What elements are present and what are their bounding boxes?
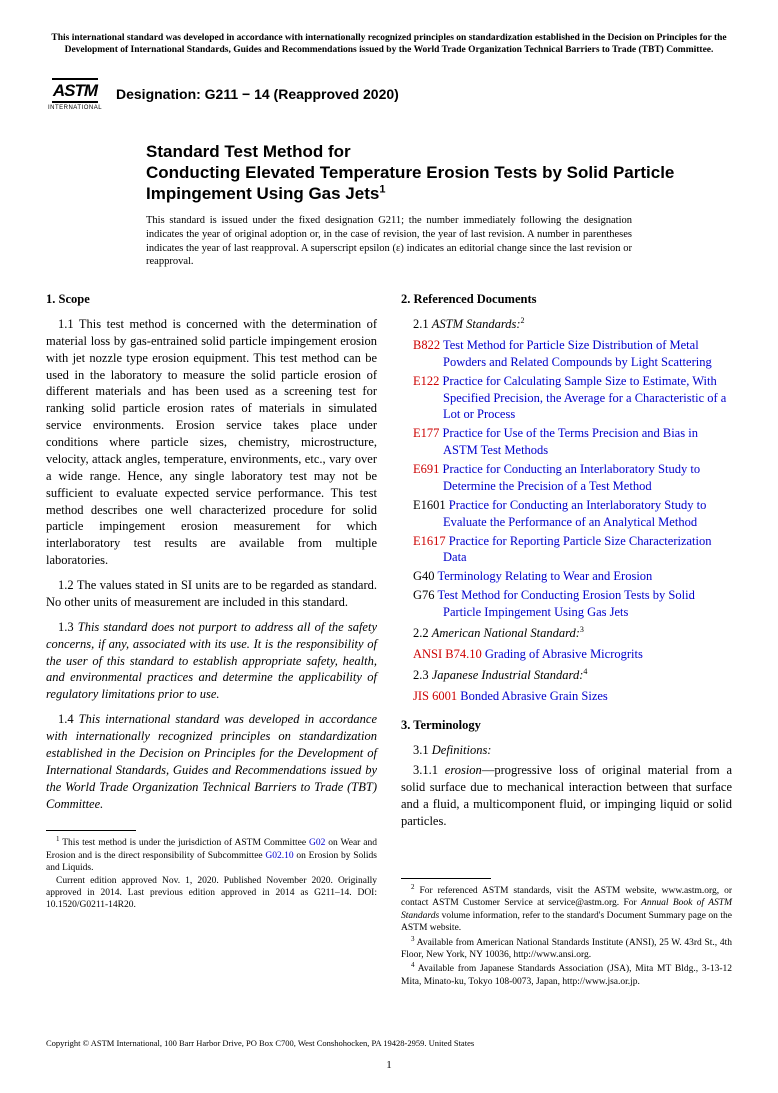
scope-p1: 1.1 This test method is concerned with t… xyxy=(46,316,377,569)
footnote-link-g02[interactable]: G02 xyxy=(309,839,325,849)
footnote-4: 4 Available from Japanese Standards Asso… xyxy=(401,961,732,988)
document-title: Standard Test Method for Conducting Elev… xyxy=(146,141,692,205)
ref-item: B822 Test Method for Particle Size Distr… xyxy=(401,337,732,371)
scope-p3: 1.3 1.3 This standard does not purport t… xyxy=(46,619,377,703)
top-statement: This international standard was develope… xyxy=(46,32,732,57)
ref-item: E177 Practice for Use of the Terms Preci… xyxy=(401,425,732,459)
ref-jis: JIS 6001 Bonded Abrasive Grain Sizes xyxy=(401,688,732,705)
ref-text[interactable]: Practice for Conducting an Interlaborato… xyxy=(443,498,706,529)
footnote-rule-left xyxy=(46,830,136,831)
footnote-rule-right xyxy=(401,878,491,879)
ref-item: G76 Test Method for Conducting Erosion T… xyxy=(401,587,732,621)
ref-text[interactable]: Test Method for Conducting Erosion Tests… xyxy=(437,588,694,619)
footnote-1: 1 This test method is under the jurisdic… xyxy=(46,835,377,874)
ref-code-ansi[interactable]: ANSI B74.10 xyxy=(413,647,482,661)
logo-text-bottom: INTERNATIONAL xyxy=(48,104,102,112)
ref-code[interactable]: E122 xyxy=(413,374,439,388)
footnote-link-g0210[interactable]: G02.10 xyxy=(265,851,293,861)
refs-heading: 2. Referenced Documents xyxy=(401,291,732,308)
scope-heading: 1. Scope xyxy=(46,291,377,308)
ref-text-jis[interactable]: Bonded Abrasive Grain Sizes xyxy=(460,689,608,703)
ref-item: E691 Practice for Conducting an Interlab… xyxy=(401,461,732,495)
ref-code[interactable]: G76 xyxy=(413,588,435,602)
ref-text[interactable]: Terminology Relating to Wear and Erosion xyxy=(437,569,652,583)
scope-p2: 1.2 The values stated in SI units are to… xyxy=(46,577,377,611)
scope-p4: 1.4 This international standard was deve… xyxy=(46,711,377,812)
footnote-3: 3 Available from American National Stand… xyxy=(401,935,732,962)
copyright-notice: Copyright © ASTM International, 100 Barr… xyxy=(46,1038,732,1049)
astm-logo: ASTM INTERNATIONAL xyxy=(46,71,104,119)
title-block: Standard Test Method for Conducting Elev… xyxy=(146,141,692,205)
ref-text[interactable]: Test Method for Particle Size Distributi… xyxy=(443,338,712,369)
logo-text-top: ASTM xyxy=(52,78,98,103)
ref-text-ansi[interactable]: Grading of Abrasive Microgrits xyxy=(485,647,643,661)
ref-item: E1617 Practice for Reporting Particle Si… xyxy=(401,533,732,567)
ref-code[interactable]: E1601 xyxy=(413,498,446,512)
ref-code[interactable]: G40 xyxy=(413,569,435,583)
title-lead: Standard Test Method for xyxy=(146,142,351,161)
ref-item: G40 Terminology Relating to Wear and Ero… xyxy=(401,568,732,585)
ref-code[interactable]: E177 xyxy=(413,426,439,440)
ref-text[interactable]: Practice for Calculating Sample Size to … xyxy=(443,374,727,422)
ref-text[interactable]: Practice for Use of the Terms Precision … xyxy=(443,426,698,457)
ref-text[interactable]: Practice for Conducting an Interlaborato… xyxy=(443,462,701,493)
term-sub-31: 3.1 Definitions: xyxy=(401,742,732,759)
definition-erosion: 3.1.1 erosion—progressive loss of origin… xyxy=(401,762,732,830)
terminology-heading: 3. Terminology xyxy=(401,717,732,734)
ref-item: E1601 Practice for Conducting an Interla… xyxy=(401,497,732,531)
ref-ansi: ANSI B74.10 Grading of Abrasive Microgri… xyxy=(401,646,732,663)
ref-code[interactable]: E691 xyxy=(413,462,439,476)
body-columns: 1. Scope 1.1 This test method is concern… xyxy=(46,291,732,988)
ref-code-jis[interactable]: JIS 6001 xyxy=(413,689,457,703)
header-row: ASTM INTERNATIONAL Designation: G211 − 1… xyxy=(46,71,732,119)
ref-item: E122 Practice for Calculating Sample Siz… xyxy=(401,373,732,424)
ref-code[interactable]: E1617 xyxy=(413,534,446,548)
astm-standards-list: B822 Test Method for Particle Size Distr… xyxy=(401,337,732,621)
issuance-note: This standard is issued under the fixed … xyxy=(146,214,632,269)
ref-code[interactable]: B822 xyxy=(413,338,440,352)
refs-sub-23: 2.3 Japanese Industrial Standard:4 xyxy=(401,667,732,684)
right-column: 2. Referenced Documents 2.1 ASTM Standar… xyxy=(401,291,732,988)
left-column: 1. Scope 1.1 This test method is concern… xyxy=(46,291,377,988)
refs-sub-21: 2.1 ASTM Standards:2 xyxy=(401,316,732,333)
footnote-1b: Current edition approved Nov. 1, 2020. P… xyxy=(46,875,377,912)
ref-text[interactable]: Practice for Reporting Particle Size Cha… xyxy=(443,534,712,565)
refs-sub-22: 2.2 American National Standard:3 xyxy=(401,625,732,642)
footnote-2: 2 For referenced ASTM standards, visit t… xyxy=(401,883,732,935)
page-number: 1 xyxy=(46,1058,732,1073)
designation: Designation: G211 − 14 (Reapproved 2020) xyxy=(116,85,399,104)
title-main: Conducting Elevated Temperature Erosion … xyxy=(146,163,674,203)
title-superscript: 1 xyxy=(379,184,385,196)
